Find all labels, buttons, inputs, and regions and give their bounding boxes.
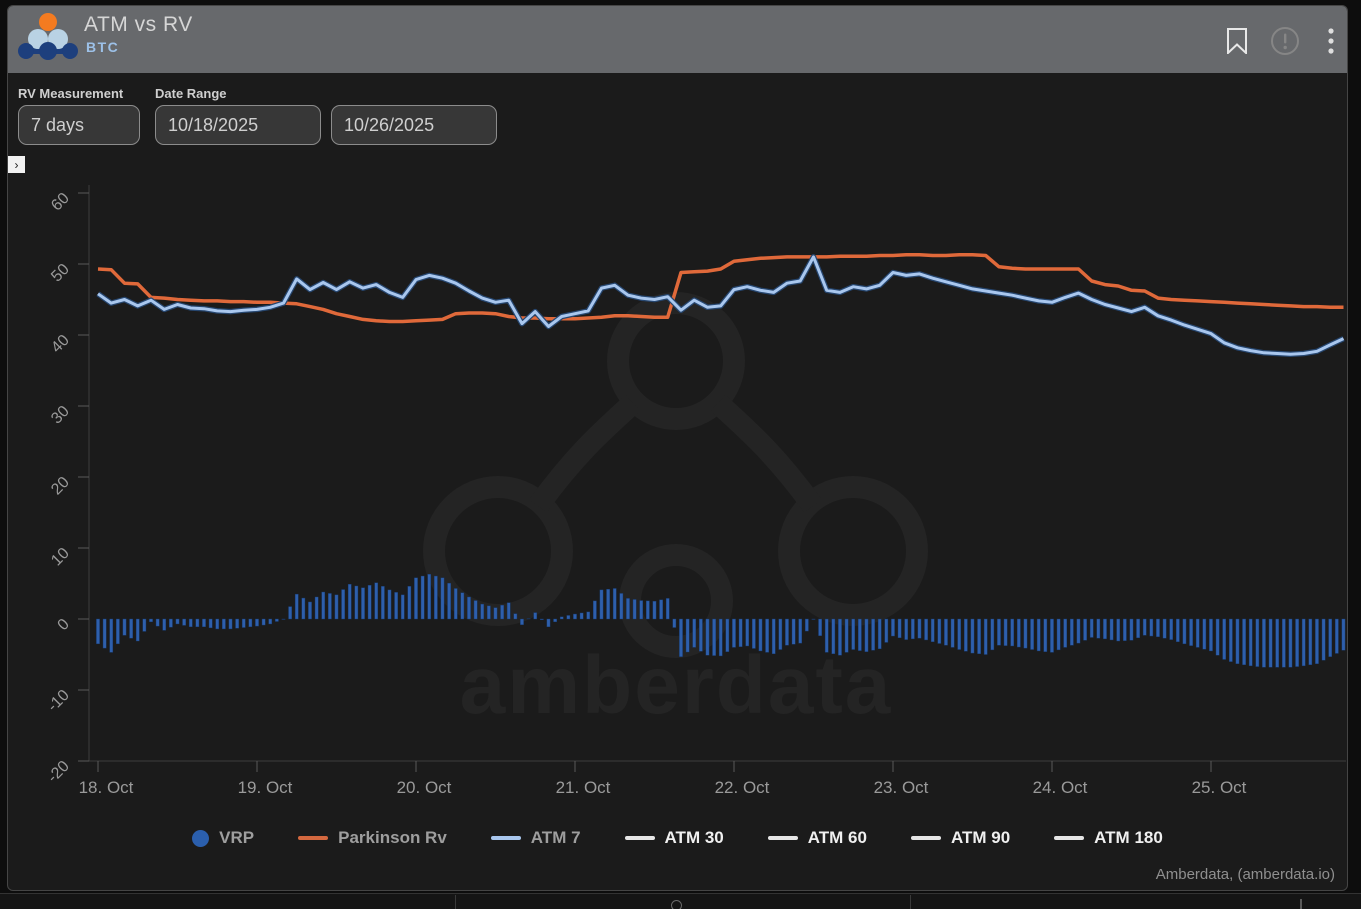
y-tick-label: -20 [44,758,72,786]
bottom-widget-edge [0,893,1361,909]
legend-line-marker [1054,836,1085,840]
x-tick-label: 21. Oct [556,778,611,797]
footer-circle-icon [671,900,682,909]
chart-area[interactable]: amberdata 60 50 40 30 20 10 0 -10 -20 18. Oct 19. O… [8,151,1347,801]
widget-title: ATM vs RV [84,13,193,36]
watermark [423,292,928,658]
legend-line-marker [767,836,798,840]
x-tick-label: 20. Oct [397,778,452,797]
x-tick-label: 22. Oct [715,778,770,797]
bookmark-icon[interactable] [1220,24,1254,58]
alert-circle-icon[interactable] [1268,24,1302,58]
x-tick-label: 23. Oct [874,778,929,797]
y-tick-label: 0 [55,616,73,634]
legend-item-vrp[interactable]: VRP [192,828,254,848]
footer-plus-icon [1300,899,1302,909]
legend-label: ATM 60 [807,828,867,847]
vrp-bars [96,574,1346,668]
chart-svg: amberdata 60 50 40 30 20 10 0 -10 -20 18. Oct 19. O… [44,185,1346,797]
parkinson-rv-line [97,253,1344,324]
y-tick-label: -10 [44,687,72,715]
rv-measurement-label: RV Measurement [18,86,124,101]
legend-item-parkinson-rv[interactable]: Parkinson Rv [298,828,447,848]
atm-vs-rv-widget: ATM vs RV BTC RV Measurement Date Range … [7,5,1348,891]
svg-text:amberdata: amberdata [460,640,893,731]
x-tick-label: 18. Oct [79,778,134,797]
kebab-menu-icon[interactable] [1314,24,1347,58]
x-tick-label: 24. Oct [1033,778,1088,797]
legend-item-atm-30[interactable]: ATM 30 [624,828,724,848]
legend-label: ATM 90 [950,828,1011,847]
legend-item-atm-180[interactable]: ATM 180 [1054,828,1163,848]
legend-line-marker [624,836,655,840]
widget-subtitle: BTC [86,39,120,55]
y-tick-label: 50 [48,261,73,286]
y-tick-label: 30 [48,403,73,428]
footer-divider [910,895,911,909]
y-tick-label: 60 [48,190,73,215]
date-range-label: Date Range [155,86,227,101]
legend-line-marker [298,836,329,840]
legend-label: Parkinson Rv [338,828,447,847]
x-tick-label: 19. Oct [238,778,293,797]
legend-label: ATM 7 [530,828,581,847]
legend-label: ATM 180 [1094,828,1163,847]
legend-item-atm-90[interactable]: ATM 90 [910,828,1011,848]
legend-line-marker [910,836,941,840]
legend-line-marker [490,836,521,840]
date-end-input[interactable]: 10/26/2025 [331,105,497,145]
widget-header: ATM vs RV BTC [8,6,1347,73]
panel-expand-toggle[interactable]: › [8,156,25,173]
footer-divider [455,895,456,909]
y-tick-label: 20 [48,474,73,499]
rv-measurement-select[interactable]: 7 days [18,105,140,145]
x-tick-label: 25. Oct [1192,778,1247,797]
atm7-line [97,255,1345,356]
amberdata-logo-icon [18,13,78,60]
legend-item-atm-7[interactable]: ATM 7 [490,828,581,848]
chart-controls: RV Measurement Date Range 7 days 10/18/2… [8,81,1347,156]
legend-label: VRP [219,828,255,847]
legend-item-atm-60[interactable]: ATM 60 [767,828,867,848]
legend-circle-marker [192,829,210,847]
y-tick-label: 10 [48,545,73,570]
date-start-input[interactable]: 10/18/2025 [155,105,321,145]
legend-label: ATM 30 [664,828,724,847]
y-tick-label: 40 [48,332,73,357]
chart-legend: VRP Parkinson Rv ATM 7 ATM 30 ATM 60 ATM 90 AT… [8,828,1347,848]
attribution-text: Amberdata, (amberdata.io) [1155,866,1335,883]
